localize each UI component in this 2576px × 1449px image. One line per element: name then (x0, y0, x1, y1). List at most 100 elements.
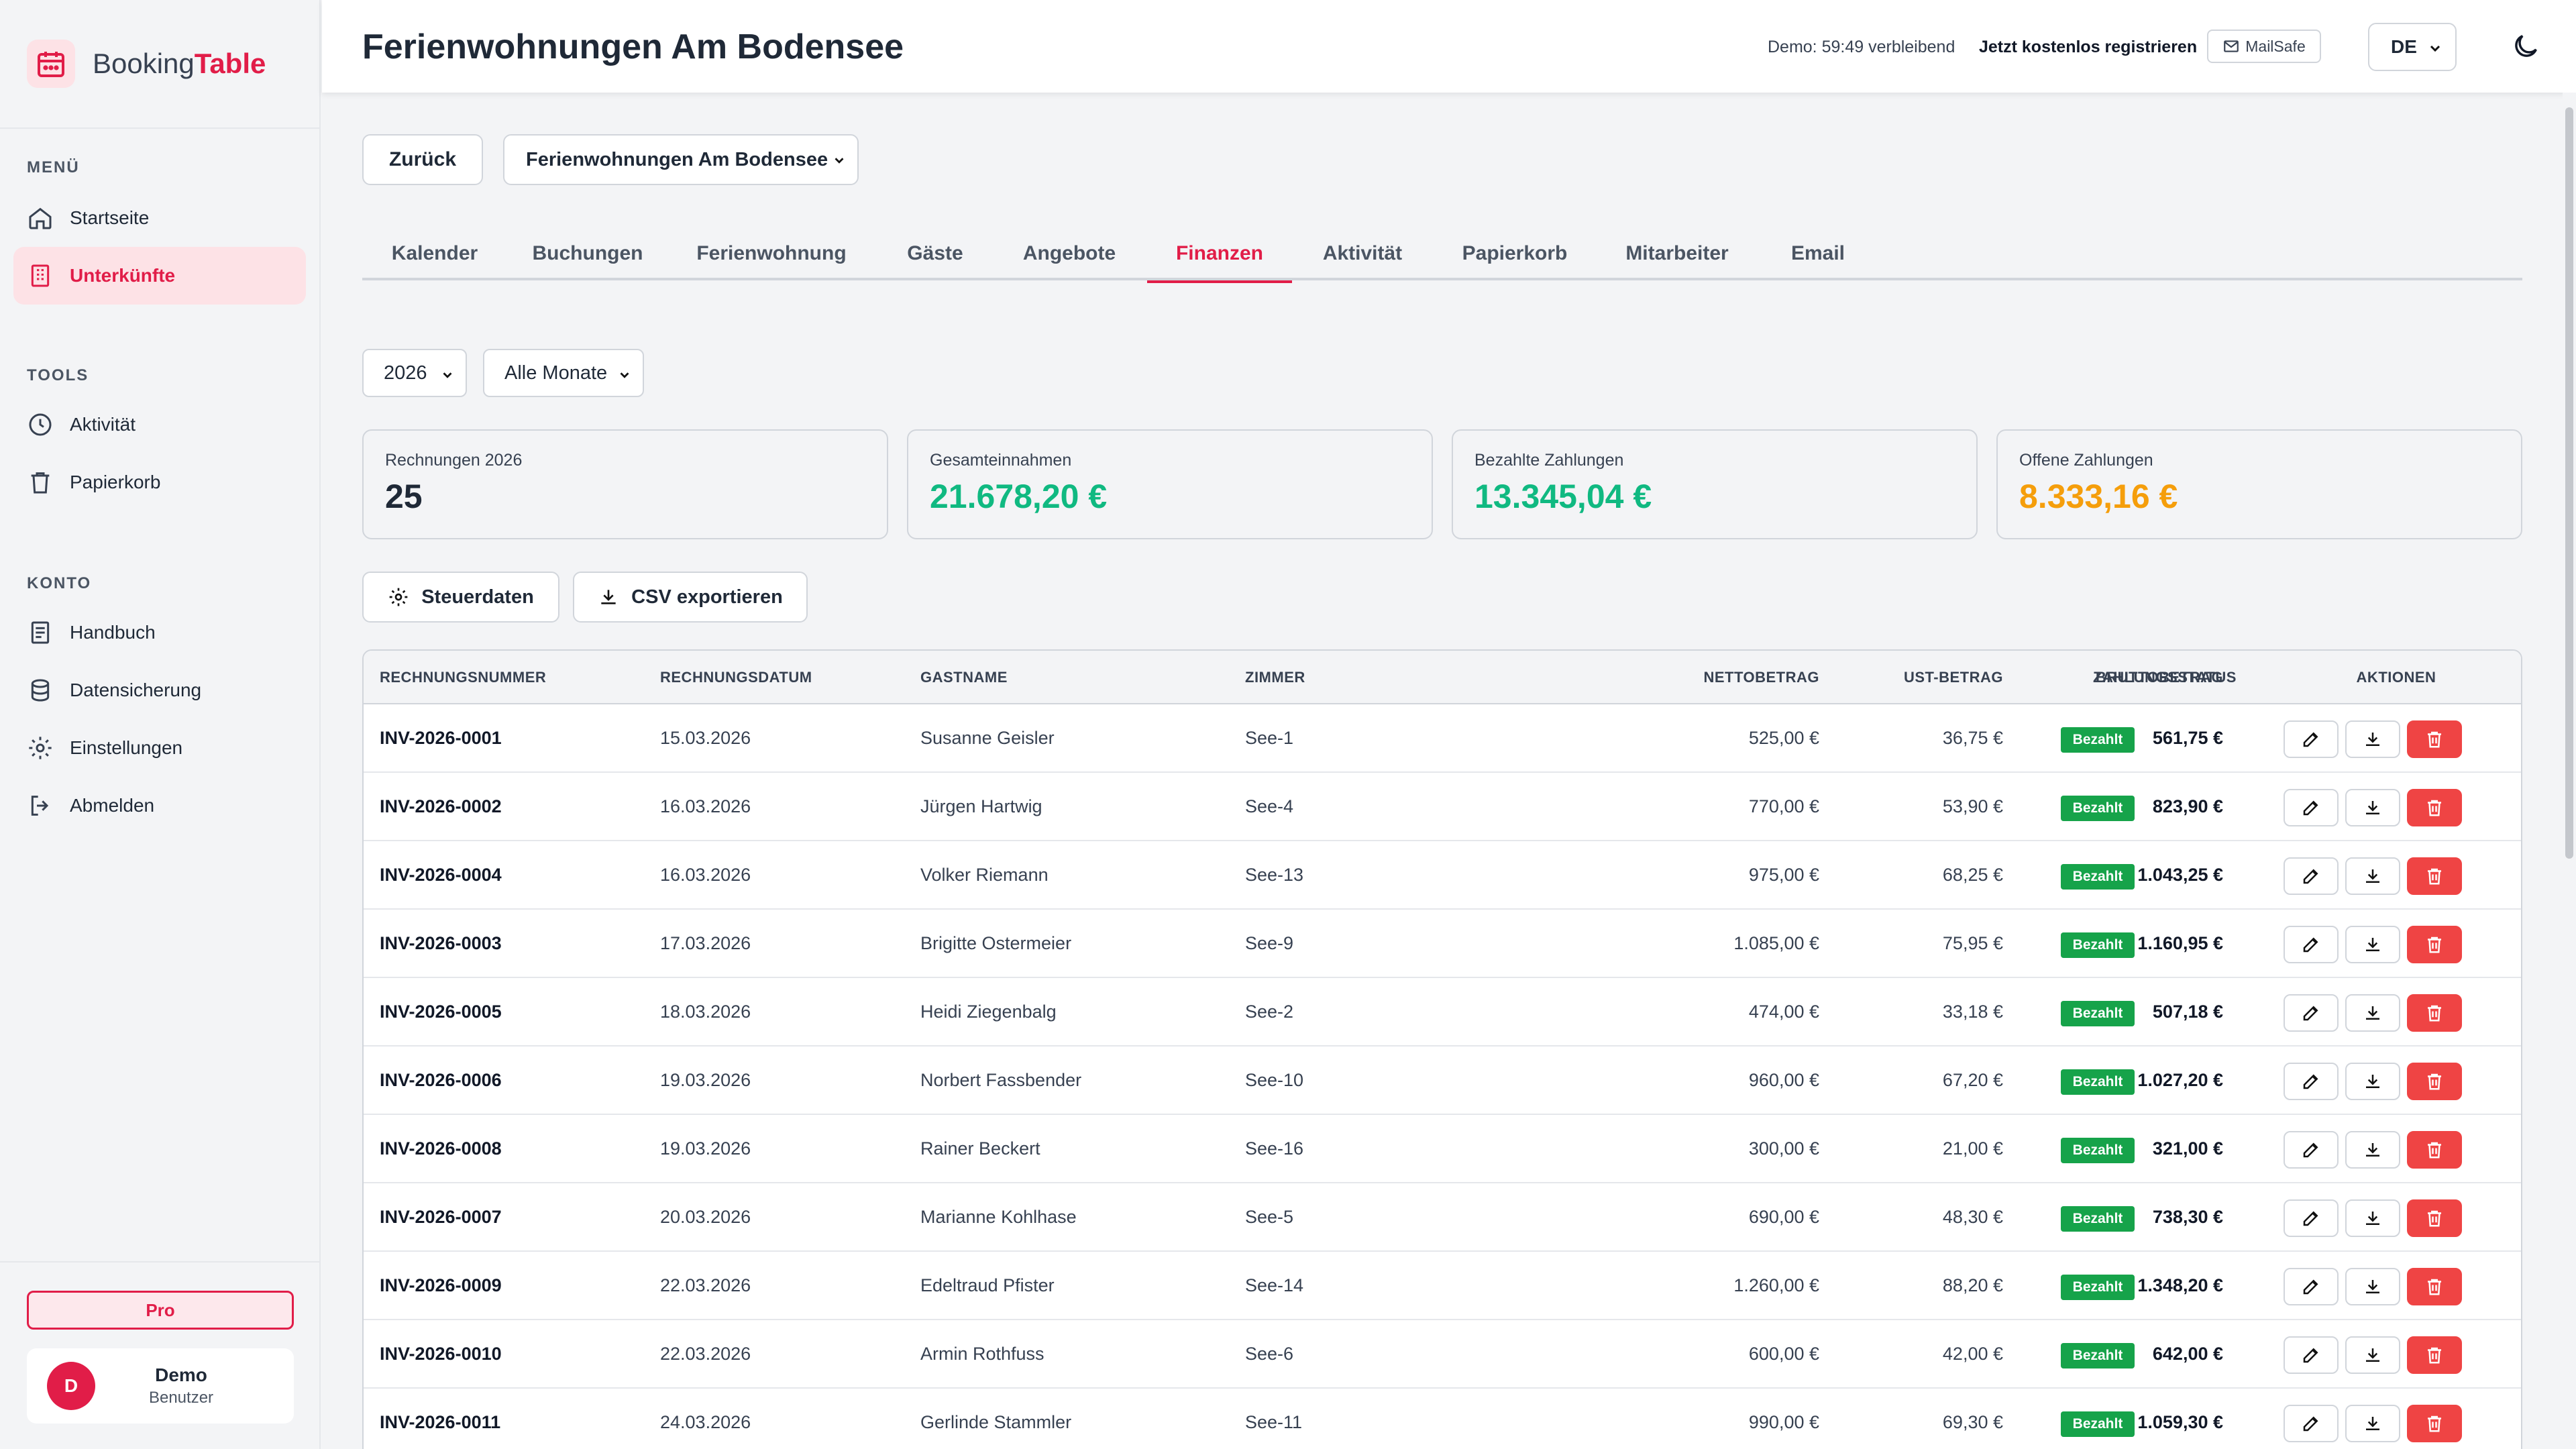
language-select[interactable]: DE (2368, 23, 2457, 71)
column-header-vat[interactable]: UST-BETRAG (1904, 669, 2003, 686)
net-amount: 1.260,00 € (1733, 1275, 1819, 1295)
table-row[interactable]: INV-2026-0009 22.03.2026 Edeltraud Pfister… (364, 1252, 2521, 1320)
gross-amount: 1.043,25 € (2137, 865, 2223, 885)
edit-button[interactable] (2284, 1199, 2339, 1237)
edit-button[interactable] (2284, 1063, 2339, 1100)
tab-angebote[interactable]: Angebote (1022, 242, 1116, 264)
table-row[interactable]: INV-2026-0007 20.03.2026 Marianne Kohlhase… (364, 1183, 2521, 1252)
gross-amount: 1.160,95 € (2137, 933, 2223, 953)
download-button[interactable] (2345, 926, 2400, 963)
download-button[interactable] (2345, 1063, 2400, 1100)
edit-button[interactable] (2284, 720, 2339, 758)
vat-amount: 33,18 € (1942, 1002, 2003, 1022)
download-button[interactable] (2345, 1336, 2400, 1374)
download-button[interactable] (2345, 1199, 2400, 1237)
invoice-date: 16.03.2026 (660, 865, 751, 885)
delete-button[interactable] (2407, 1199, 2462, 1237)
scrollbar-thumb[interactable] (2565, 107, 2573, 859)
trash-icon (2428, 1415, 2441, 1432)
download-button[interactable] (2345, 1131, 2400, 1169)
year-filter-value: 2026 (384, 362, 427, 384)
column-header-gross[interactable]: BRUTTOBETRAG (2095, 669, 2223, 686)
sidebar-item-papierkorb[interactable]: Papierkorb (13, 453, 306, 511)
edit-button[interactable] (2284, 1336, 2339, 1374)
tab-gaeste[interactable]: Gäste (907, 242, 963, 264)
mailsafe-button[interactable]: MailSafe (2207, 30, 2321, 63)
table-row[interactable]: INV-2026-0011 24.03.2026 Gerlinde Stammler… (364, 1389, 2521, 1449)
moon-icon[interactable] (2510, 31, 2541, 62)
download-button[interactable] (2345, 994, 2400, 1032)
delete-button[interactable] (2407, 1131, 2462, 1169)
year-filter[interactable]: 2026 (362, 349, 467, 397)
tab-kalender[interactable]: Kalender (391, 242, 478, 264)
table-row[interactable]: INV-2026-0005 18.03.2026 Heidi Ziegenbalg S… (364, 978, 2521, 1046)
download-icon (2366, 1006, 2379, 1020)
delete-button[interactable] (2407, 1405, 2462, 1442)
sidebar-item-abmelden[interactable]: Abmelden (13, 777, 306, 835)
column-header-invoice-number[interactable]: RECHNUNGSNUMMER (380, 669, 547, 686)
download-button[interactable] (2345, 789, 2400, 826)
column-header-guest-name[interactable]: GASTNAME (920, 669, 1008, 686)
table-row[interactable]: INV-2026-0001 15.03.2026 Susanne Geisler Se… (364, 704, 2521, 773)
trash-icon (2428, 731, 2441, 748)
delete-button[interactable] (2407, 926, 2462, 963)
edit-icon (2303, 1279, 2318, 1295)
sidebar-item-startseite[interactable]: Startseite (13, 189, 306, 247)
sidebar-item-einstellungen[interactable]: Einstellungen (13, 719, 306, 777)
tab-aktivitaet[interactable]: Aktivität (1322, 242, 1403, 264)
tab-email[interactable]: Email (1790, 242, 1845, 264)
delete-button[interactable] (2407, 1063, 2462, 1100)
delete-button[interactable] (2407, 720, 2462, 758)
delete-button[interactable] (2407, 857, 2462, 895)
download-button[interactable] (2345, 1268, 2400, 1305)
edit-button[interactable] (2284, 857, 2339, 895)
column-header-net[interactable]: NETTOBETRAG (1703, 669, 1819, 686)
back-button[interactable]: Zurück (362, 134, 483, 185)
table-row[interactable]: INV-2026-0008 19.03.2026 Rainer Beckert See… (364, 1115, 2521, 1183)
guest-name: Susanne Geisler (920, 728, 1055, 748)
sidebar-item-unterkuenfte[interactable]: Unterkünfte (13, 247, 306, 305)
table-row[interactable]: INV-2026-0006 19.03.2026 Norbert Fassbende… (364, 1046, 2521, 1115)
table-row[interactable]: INV-2026-0004 16.03.2026 Volker Riemann See… (364, 841, 2521, 910)
sidebar-item-aktivitaet[interactable]: Aktivität (13, 396, 306, 453)
download-button[interactable] (2345, 1405, 2400, 1442)
download-button[interactable] (2345, 857, 2400, 895)
register-link[interactable]: Jetzt kostenlos registrieren (1979, 38, 2198, 56)
delete-button[interactable] (2407, 1268, 2462, 1305)
edit-button[interactable] (2284, 926, 2339, 963)
home-icon (29, 207, 52, 229)
edit-button[interactable] (2284, 1268, 2339, 1305)
tab-finanzen[interactable]: Finanzen (1147, 227, 1292, 283)
edit-button[interactable] (2284, 789, 2339, 826)
room: See-9 (1245, 933, 1294, 953)
column-header-invoice-date[interactable]: RECHNUNGSDATUM (660, 669, 812, 686)
table-row[interactable]: INV-2026-0002 16.03.2026 Jürgen Hartwig See… (364, 773, 2521, 841)
column-header-room[interactable]: ZIMMER (1245, 669, 1305, 686)
edit-button[interactable] (2284, 1405, 2339, 1442)
brand[interactable]: BookingTable (0, 0, 319, 129)
tax-data-button[interactable]: Steuerdaten (362, 572, 559, 623)
sidebar: BookingTable MENÜ Startseite Unterkünfte… (0, 0, 321, 1449)
tab-mitarbeiter[interactable]: Mitarbeiter (1625, 242, 1729, 264)
delete-button[interactable] (2407, 994, 2462, 1032)
sidebar-item-datensicherung[interactable]: Datensicherung (13, 661, 306, 719)
edit-button[interactable] (2284, 994, 2339, 1032)
tab-buchungen[interactable]: Buchungen (532, 242, 643, 264)
table-row[interactable]: INV-2026-0003 17.03.2026 Brigitte Ostermei… (364, 910, 2521, 978)
plan-badge[interactable]: Pro (27, 1291, 294, 1330)
net-amount: 525,00 € (1748, 728, 1819, 748)
stat-value: 21.678,20 € (930, 478, 1108, 515)
delete-button[interactable] (2407, 789, 2462, 826)
property-select[interactable]: Ferienwohnungen Am Bodensee (503, 134, 859, 185)
edit-button[interactable] (2284, 1131, 2339, 1169)
download-button[interactable] (2345, 720, 2400, 758)
sidebar-item-handbuch[interactable]: Handbuch (13, 604, 306, 661)
delete-button[interactable] (2407, 1336, 2462, 1374)
month-filter[interactable]: Alle Monate (483, 349, 644, 397)
csv-export-button[interactable]: CSV exportieren (573, 572, 808, 623)
table-row[interactable]: INV-2026-0010 22.03.2026 Armin Rothfuss See… (364, 1320, 2521, 1389)
tab-ferienwohnung[interactable]: Ferienwohnung (696, 242, 847, 264)
column-header-payment-status[interactable]: ZAHLUNGSSTATUS (2093, 669, 2237, 686)
tab-papierkorb[interactable]: Papierkorb (1462, 242, 1568, 264)
user-card[interactable]: D Demo Benutzer (27, 1348, 294, 1424)
